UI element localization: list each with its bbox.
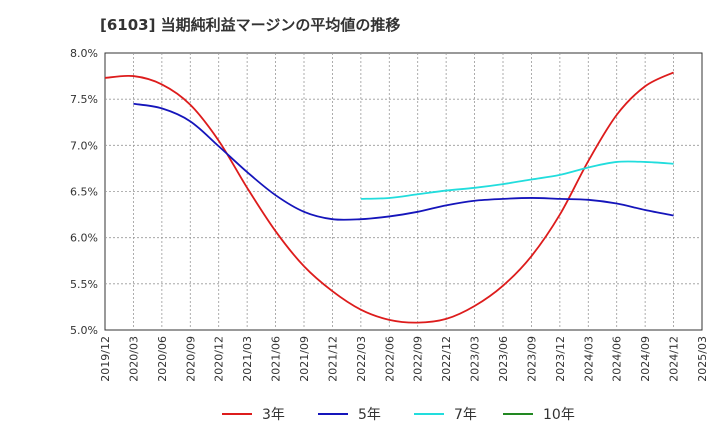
x-tick-label: 2022/12: [440, 336, 453, 382]
x-tick-label: 2020/06: [156, 336, 169, 382]
x-tick-label: 2023/06: [497, 336, 510, 382]
x-tick-label: 2021/09: [298, 336, 311, 382]
legend-label: 7年: [454, 407, 477, 423]
x-tick-label: 2020/09: [184, 336, 197, 382]
series-line-2: [360, 160, 674, 200]
x-tick-label: 2024/12: [668, 336, 681, 382]
x-tick-label: 2020/03: [127, 336, 140, 382]
x-tick-label: 2025/03: [696, 336, 709, 382]
legend-label: 5年: [358, 407, 381, 423]
y-tick-label: 5.0%: [70, 324, 98, 337]
y-axis-ticks: 5.0% 5.5% 6.0% 6.5% 7.0% 7.5% 8.0%: [70, 47, 98, 337]
chart-title: [6103] 当期純利益マージンの平均値の推移: [100, 16, 401, 34]
x-tick-label: 2022/09: [412, 336, 425, 382]
y-tick-label: 7.0%: [70, 139, 98, 152]
y-tick-label: 6.5%: [70, 186, 98, 199]
x-tick-label: 2021/12: [326, 336, 339, 382]
x-tick-label: 2024/03: [582, 336, 595, 382]
legend-label: 10年: [543, 407, 575, 423]
legend-swatch: [222, 413, 252, 415]
legend-swatch: [414, 413, 444, 415]
y-tick-label: 8.0%: [70, 47, 98, 60]
legend-item: 7年: [414, 402, 477, 426]
legend-label: 3年: [262, 407, 285, 423]
legend-swatch: [503, 413, 533, 415]
x-tick-label: 2023/09: [525, 336, 538, 382]
x-tick-label: 2022/03: [355, 336, 368, 382]
x-tick-label: 2024/06: [611, 336, 624, 382]
x-tick-label: 2021/03: [241, 336, 254, 382]
x-tick-label: 2021/06: [270, 336, 283, 382]
y-tick-label: 7.5%: [70, 93, 98, 106]
legend-item: 10年: [503, 402, 575, 426]
x-tick-label: 2023/12: [554, 336, 567, 382]
x-tick-label: 2023/03: [469, 336, 482, 382]
legend-item: 5年: [318, 402, 381, 426]
x-tick-label: 2020/12: [213, 336, 226, 382]
legend-item: 3年: [222, 402, 285, 426]
gridlines: [105, 53, 702, 330]
series-lines: [104, 71, 674, 324]
x-tick-label: 2024/09: [639, 336, 652, 382]
y-tick-label: 5.5%: [70, 278, 98, 291]
legend: 3年 5年 7年 10年: [0, 402, 720, 426]
y-tick-label: 6.0%: [70, 232, 98, 245]
x-tick-label: 2022/06: [383, 336, 396, 382]
x-tick-label: 2019/12: [99, 336, 112, 382]
series-line-1: [133, 102, 674, 221]
legend-swatch: [318, 413, 348, 415]
series-line-0: [104, 71, 674, 324]
x-axis-ticks: 2019/12 2020/03 2020/06 2020/09 2020/12 2021/…: [99, 336, 709, 382]
